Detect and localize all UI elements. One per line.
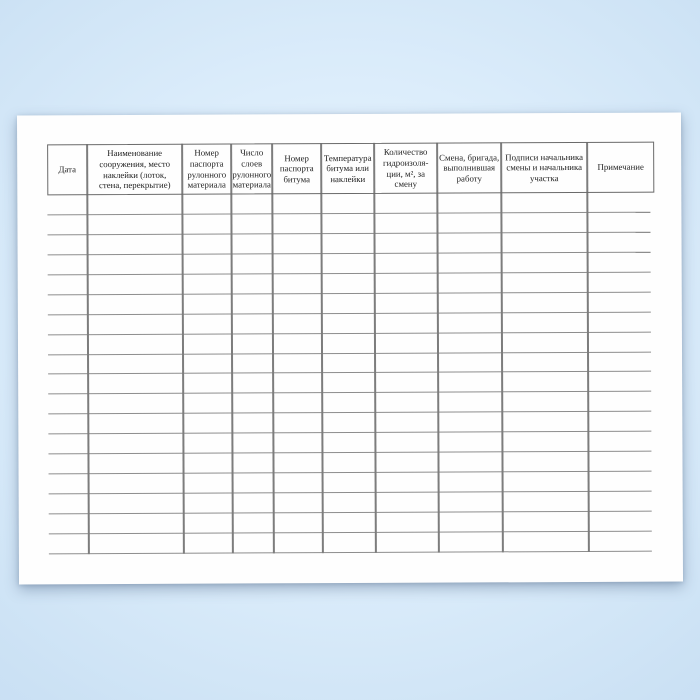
table-row [48, 431, 652, 455]
column-header-2: Номер паспорта рулонного материала [187, 147, 227, 190]
table-header-row: Дата Наименование сооружения, место накле… [47, 142, 654, 196]
table-row [47, 272, 651, 296]
table-row [48, 471, 652, 495]
column-header-1: Наименование сооружения, место наклейки … [98, 148, 171, 191]
table-row [47, 312, 651, 335]
table-row [48, 491, 652, 515]
journal-table: Дата Наименование сооружения, место накле… [47, 141, 656, 555]
table-row [47, 332, 652, 355]
paper-sheet: Дата Наименование сооружения, место накле… [16, 112, 684, 585]
column-header-4: Номер паспорта битума [279, 152, 314, 185]
table-row [48, 511, 652, 535]
table-row [48, 451, 652, 475]
table-row [47, 292, 651, 315]
column-header-8: Подписи начальника смены и начальника уч… [505, 151, 584, 184]
column-header-5: Температура битума или наклейки [323, 152, 372, 184]
table-row [47, 232, 651, 256]
table-row [47, 192, 651, 216]
table-row [48, 352, 652, 375]
table-row [48, 392, 652, 415]
table-row [48, 531, 652, 555]
column-header-3: Число слоев рулонного материала [232, 147, 272, 190]
table-row [48, 411, 652, 435]
column-header-9: Примечание [597, 161, 644, 173]
column-header-7: Смена, бригада, выполнившая работу [439, 151, 500, 184]
column-header-0: Дата [58, 164, 77, 175]
table-body [47, 192, 652, 555]
table-row [47, 212, 651, 236]
table-row [47, 252, 651, 276]
column-header-6: Количество гидроизоля- ции, м², за смену [382, 146, 429, 189]
table-row [48, 372, 652, 395]
